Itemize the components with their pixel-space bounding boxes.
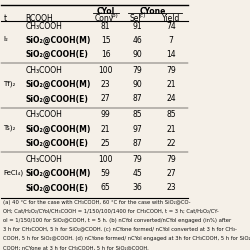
Text: SiO₂@COOH(E): SiO₂@COOH(E) [26, 183, 88, 192]
Text: SiO₂@COOH(M): SiO₂@COOH(M) [26, 125, 91, 134]
Text: OH; Cat/H₂O₂/CYol/CH₃COOH = 1/150/100/1400 for CH₃COOH, t = 3 h; Cat/H₂O₂/CY-: OH; Cat/H₂O₂/CYol/CH₃COOH = 1/150/100/14… [3, 209, 219, 214]
Text: 3 h for CH₃COOH, 5 h for SiO₂@COOH. (c) nCYone formed/ nCYol converted at 3 h fo: 3 h for CH₃COOH, 5 h for SiO₂@COOH. (c) … [3, 227, 237, 232]
Text: 23: 23 [101, 80, 110, 89]
Text: 36: 36 [132, 183, 142, 192]
Text: 16: 16 [101, 50, 110, 59]
Text: 25: 25 [101, 139, 110, 148]
Text: 21: 21 [166, 125, 176, 134]
Text: RCOOH: RCOOH [26, 14, 53, 24]
Text: SiO₂@COOH(M): SiO₂@COOH(M) [26, 169, 91, 178]
Text: (b): (b) [110, 14, 118, 18]
Text: CH₃COOH: CH₃COOH [26, 66, 63, 75]
Text: 21: 21 [101, 125, 110, 134]
Text: Ts)₂: Ts)₂ [3, 125, 16, 131]
Text: 87: 87 [132, 139, 142, 148]
Text: 79: 79 [166, 155, 176, 164]
Text: COOH, 5 h for SiO₂@COOH. (d) nCYone formed/ nCYol engaged at 3h for CH₃COOH, 5 h: COOH, 5 h for SiO₂@COOH. (d) nCYone form… [3, 236, 250, 241]
Text: Sel: Sel [130, 14, 141, 24]
Text: l₂: l₂ [3, 36, 8, 42]
Text: SiO₂@COOH(E): SiO₂@COOH(E) [26, 139, 88, 148]
Text: 7: 7 [168, 36, 173, 45]
Text: 100: 100 [98, 155, 113, 164]
Text: 100: 100 [98, 66, 113, 75]
Text: 59: 59 [101, 169, 110, 178]
Text: 14: 14 [166, 50, 176, 59]
Text: 65: 65 [101, 183, 110, 192]
Text: 79: 79 [132, 66, 142, 75]
Text: SiO₂@COOH(E): SiO₂@COOH(E) [26, 94, 88, 104]
Text: 85: 85 [132, 110, 142, 120]
Text: t: t [3, 14, 6, 24]
Text: CH₃COOH: CH₃COOH [26, 110, 63, 120]
Text: 90: 90 [132, 80, 142, 89]
Text: CYone: CYone [140, 7, 166, 16]
Text: Conv: Conv [94, 14, 114, 24]
Text: (c): (c) [139, 14, 146, 18]
Text: 85: 85 [166, 110, 176, 120]
Text: SiO₂@COOH(E): SiO₂@COOH(E) [26, 50, 88, 59]
Text: 90: 90 [132, 50, 142, 59]
Text: 91: 91 [132, 22, 142, 30]
Text: 23: 23 [166, 183, 176, 192]
Text: CYol: CYol [96, 7, 115, 16]
Text: 46: 46 [132, 36, 142, 45]
Text: 81: 81 [101, 22, 110, 30]
Text: 15: 15 [101, 36, 110, 45]
Text: Tf)₂: Tf)₂ [3, 80, 16, 87]
Text: SiO₂@COOH(M): SiO₂@COOH(M) [26, 80, 91, 89]
Text: SiO₂@COOH(M): SiO₂@COOH(M) [26, 36, 91, 45]
Text: ol = 1/150/100 for SiO₂@COOH, t = 5 h. (b) nCYol converted/nCYol engaged (in%) a: ol = 1/150/100 for SiO₂@COOH, t = 5 h. (… [3, 218, 232, 223]
Text: 22: 22 [166, 139, 176, 148]
Text: 27: 27 [101, 94, 110, 104]
Text: 27: 27 [166, 169, 176, 178]
Text: 79: 79 [166, 66, 176, 75]
Text: Yield: Yield [162, 14, 180, 24]
Text: 99: 99 [101, 110, 110, 120]
Text: 74: 74 [166, 22, 176, 30]
Text: 87: 87 [132, 94, 142, 104]
Text: 45: 45 [132, 169, 142, 178]
Text: COOH; nCYone at 3 h for CH₃COOH, 5 h for SiO₂@COOH.: COOH; nCYone at 3 h for CH₃COOH, 5 h for… [3, 245, 149, 250]
Text: CH₃COOH: CH₃COOH [26, 22, 63, 30]
Text: 97: 97 [132, 125, 142, 134]
Text: FeCl₄): FeCl₄) [3, 169, 24, 176]
Text: (a) 40 °C for the case with CH₃COOH, 60 °C for the case with SiO₂@CO-: (a) 40 °C for the case with CH₃COOH, 60 … [3, 200, 191, 205]
Text: 21: 21 [166, 80, 176, 89]
Text: 79: 79 [132, 155, 142, 164]
Text: 24: 24 [166, 94, 176, 104]
Text: CH₃COOH: CH₃COOH [26, 155, 63, 164]
